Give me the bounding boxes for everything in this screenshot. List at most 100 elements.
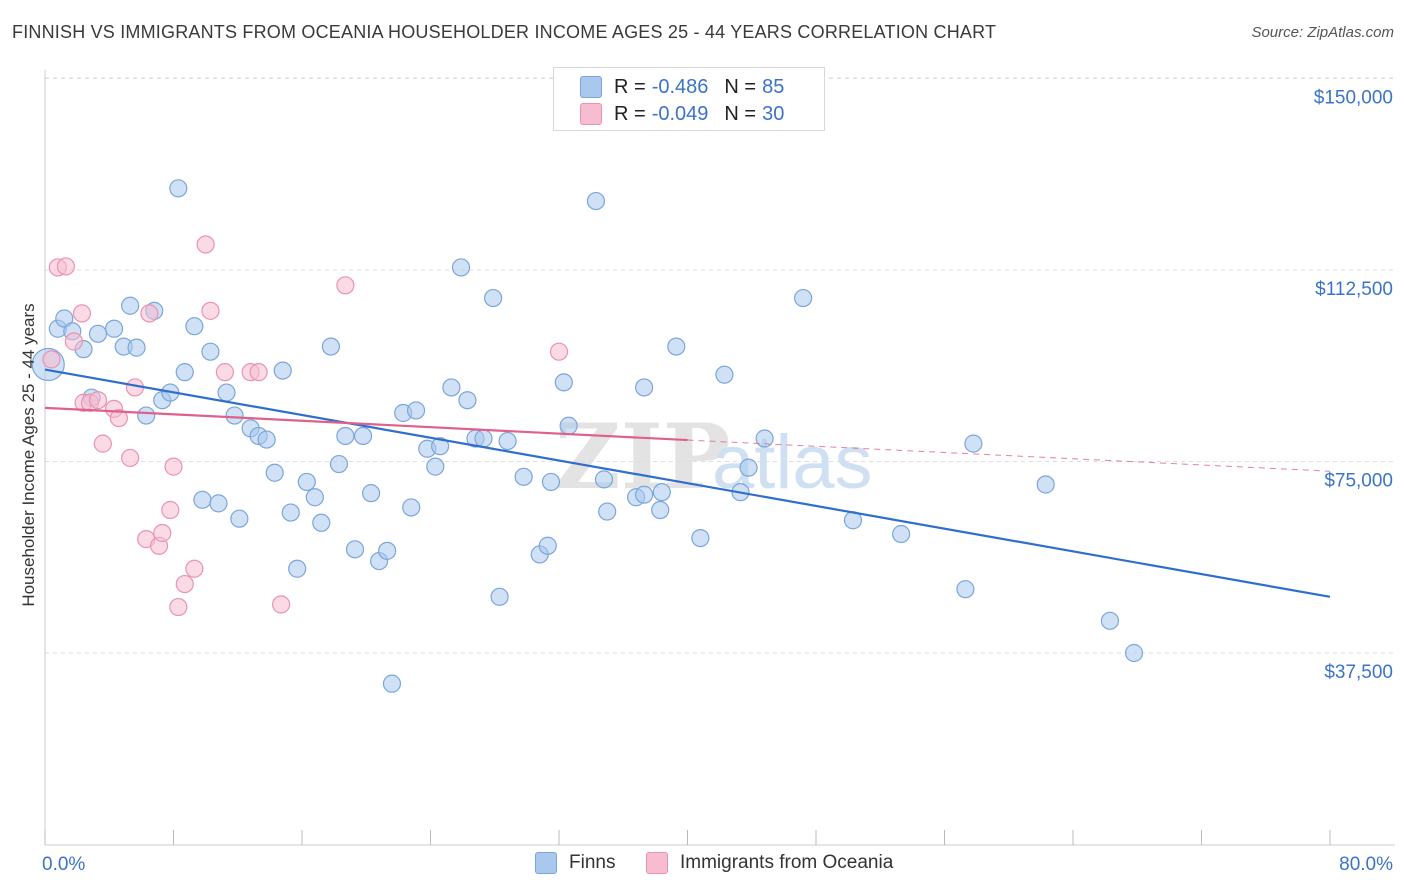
finns-point (104, 319, 124, 338)
y-axis-label: Householder Income Ages 25 - 44 years (19, 303, 38, 606)
n-label: N = (724, 75, 757, 98)
finns-point (402, 498, 421, 517)
oceania-point (196, 235, 215, 254)
oceania-point (549, 342, 569, 361)
finns-point (265, 463, 284, 482)
finns-point (329, 454, 349, 474)
finns-point (406, 401, 426, 420)
finns-point (498, 431, 517, 451)
finns-point (353, 426, 373, 446)
finns-point (426, 457, 445, 476)
finns-point (297, 472, 316, 492)
oceania-point (185, 559, 204, 578)
oceania-point (56, 257, 75, 276)
oceania-point (175, 574, 194, 594)
finns-point (185, 317, 204, 336)
finns-point (451, 258, 471, 277)
finns-point (755, 429, 774, 448)
finns-point (490, 587, 509, 606)
finns-point (1124, 643, 1144, 663)
n-label: N = (724, 102, 757, 125)
oceania-point (88, 391, 108, 410)
oceania-point (109, 408, 128, 428)
finns-point (715, 365, 734, 384)
finns-swatch (580, 76, 602, 98)
finns-point (484, 288, 503, 308)
finns-point (651, 500, 670, 520)
finns-point (892, 524, 911, 544)
finns-point (559, 416, 578, 435)
finns-point (312, 513, 331, 532)
finns-trend-line (44, 368, 1331, 598)
oceania-point (42, 350, 61, 369)
finns-point (288, 559, 307, 578)
oceania-point (272, 595, 291, 614)
y-tick-label: $112,500 (1315, 279, 1393, 300)
oceania-point (215, 363, 234, 382)
finns-point (169, 179, 188, 198)
finns-point (474, 429, 493, 448)
finns-swatch (535, 852, 557, 874)
legend-item-oceania: Immigrants from Oceania (646, 852, 893, 874)
finns-point (586, 191, 606, 211)
finns-point (554, 373, 573, 392)
finns-point (1100, 611, 1120, 630)
finns-point (635, 378, 654, 397)
finns-point (321, 337, 341, 356)
oceania-swatch (646, 852, 668, 874)
finns-point (667, 337, 686, 356)
oceania-trend-line (44, 406, 688, 442)
finns-point (594, 470, 614, 489)
finns-point (635, 485, 654, 504)
oceania-point (161, 500, 180, 520)
oceania-point (64, 332, 84, 351)
oceania-point (153, 523, 172, 543)
oceania-point (336, 276, 355, 295)
x-tick-label-max: 80.0% (1339, 854, 1393, 875)
y-tick-label: $75,000 (1324, 471, 1393, 492)
chart-title: FINNISH VS IMMIGRANTS FROM OCEANIA HOUSE… (12, 22, 997, 42)
finns-point (691, 528, 710, 548)
oceania-point (72, 304, 92, 323)
finns-point (541, 472, 561, 492)
finns-point (121, 296, 140, 315)
finns-point (345, 540, 365, 559)
finns-point (127, 338, 146, 357)
finns-point (257, 430, 276, 449)
oceania-swatch (580, 103, 602, 125)
finns-point (956, 580, 975, 599)
legend-label-finns: Finns (569, 852, 616, 873)
oceania-trend-extension (687, 439, 1331, 472)
r-value: -0.486 (651, 75, 709, 98)
finns-point (305, 488, 324, 507)
legend-row-oceania: R = -0.049 N = 30 (580, 103, 784, 125)
finns-point (193, 490, 212, 509)
finns-point (336, 426, 355, 446)
oceania-point (169, 597, 188, 617)
oceania-point (164, 457, 183, 476)
correlation-legend: R = -0.486 N = 85 R = -0.049 N = 30 (553, 67, 825, 131)
n-value: 85 (762, 75, 785, 98)
finns-point (538, 536, 557, 555)
oceania-point (140, 304, 159, 323)
legend-row-finns: R = -0.486 N = 85 (580, 76, 784, 98)
finns-point (88, 324, 108, 343)
finns-point (273, 361, 292, 380)
r-label: R = (614, 75, 646, 98)
oceania-point (201, 301, 220, 320)
finns-point (794, 288, 813, 308)
legend-item-finns: Finns (535, 852, 615, 874)
finns-point (230, 509, 249, 528)
finns-point (382, 674, 402, 693)
finns-point (514, 467, 533, 486)
finns-point (1036, 475, 1055, 494)
finns-point (361, 484, 381, 503)
finns-point (652, 483, 671, 502)
finns-point (964, 434, 983, 453)
y-tick-label: $150,000 (1314, 88, 1393, 109)
oceania-point (121, 448, 140, 468)
x-tick-label-min: 0.0% (42, 854, 85, 875)
finns-point (458, 391, 477, 410)
legend-label-oceania: Immigrants from Oceania (680, 852, 894, 873)
